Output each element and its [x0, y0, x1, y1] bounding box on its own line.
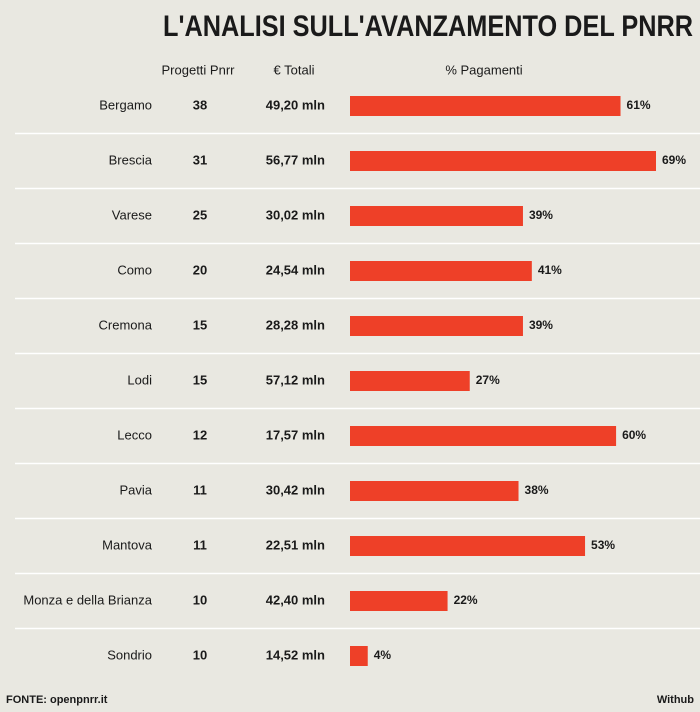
value-label: 27%	[476, 373, 500, 387]
totals: 49,20 mln	[266, 97, 325, 112]
value-label: 22%	[454, 593, 478, 607]
totals: 57,12 mln	[266, 372, 325, 387]
bar	[350, 426, 617, 446]
value-label: 60%	[622, 428, 646, 442]
totals: 30,02 mln	[266, 207, 325, 222]
bar	[350, 536, 586, 556]
row-label: Lodi	[127, 372, 152, 387]
projects: 10	[193, 647, 207, 662]
totals: 42,40 mln	[266, 592, 325, 607]
row-label: Pavia	[119, 482, 152, 497]
value-label: 61%	[627, 98, 651, 112]
value-label: 53%	[591, 538, 615, 552]
chart-title: L'ANALISI SULL'AVANZAMENTO DEL PNRR	[163, 10, 693, 43]
row-label: Como	[117, 262, 152, 277]
projects: 15	[193, 317, 207, 332]
bar	[350, 481, 519, 501]
projects: 11	[193, 482, 207, 497]
row-label: Varese	[112, 207, 152, 222]
projects: 20	[193, 262, 207, 277]
row-label: Sondrio	[107, 647, 152, 662]
row-label: Bergamo	[99, 97, 152, 112]
source: FONTE: openpnrr.it	[6, 694, 108, 706]
bar	[350, 371, 470, 391]
bar	[350, 206, 523, 226]
bar	[350, 591, 448, 611]
projects: 12	[193, 427, 207, 442]
row-label: Mantova	[102, 537, 153, 552]
bar	[350, 96, 621, 116]
totals: 22,51 mln	[266, 537, 325, 552]
totals: 17,57 mln	[266, 427, 325, 442]
value-label: 4%	[374, 648, 392, 662]
row-label: Brescia	[109, 152, 153, 167]
value-label: 39%	[529, 208, 553, 222]
bar	[350, 261, 532, 281]
totals: 28,28 mln	[266, 317, 325, 332]
totals: 14,52 mln	[266, 647, 325, 662]
totals: 24,54 mln	[266, 262, 325, 277]
value-label: 41%	[538, 263, 562, 277]
projects: 25	[193, 207, 207, 222]
projects: 38	[193, 97, 207, 112]
column-header: Progetti Pnrr	[162, 62, 236, 77]
projects: 31	[193, 152, 207, 167]
row-label: Lecco	[117, 427, 152, 442]
totals: 56,77 mln	[266, 152, 325, 167]
row-label: Cremona	[99, 317, 153, 332]
credit: Withub	[657, 694, 694, 706]
bar	[350, 151, 656, 171]
row-label: Monza e della Brianza	[23, 592, 152, 607]
value-label: 69%	[662, 153, 686, 167]
column-header: € Totali	[274, 62, 315, 77]
projects: 10	[193, 592, 207, 607]
value-label: 39%	[529, 318, 553, 332]
projects: 15	[193, 372, 207, 387]
column-header: % Pagamenti	[445, 62, 522, 77]
bar	[350, 316, 523, 336]
totals: 30,42 mln	[266, 482, 325, 497]
value-label: 38%	[525, 483, 549, 497]
projects: 11	[193, 537, 207, 552]
bar	[350, 646, 368, 666]
